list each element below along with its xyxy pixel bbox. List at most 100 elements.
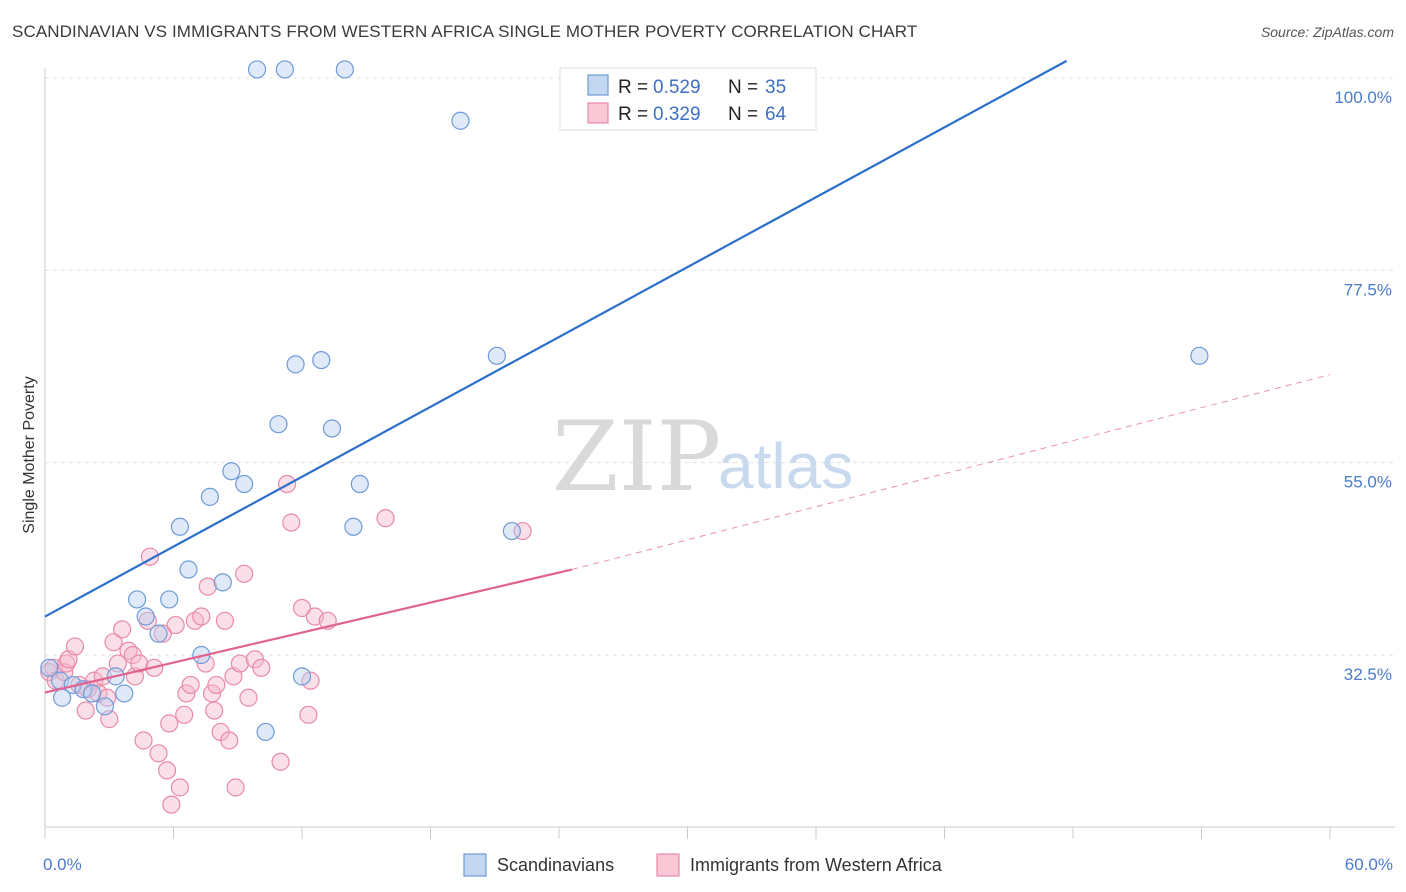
scandinavians-point-5	[83, 684, 102, 703]
immigrants-point-53	[271, 752, 290, 771]
immigrants-point-35	[181, 675, 200, 695]
immigrants-point-41	[205, 701, 224, 720]
scandinavians-point-0	[40, 658, 59, 677]
immigrants-point-49	[235, 564, 254, 583]
watermark-atlas: atlas	[718, 430, 853, 502]
legend-r-label-1: R =	[618, 77, 648, 98]
scandinavians-point-20	[247, 60, 267, 79]
immigrants-point-33	[175, 705, 194, 724]
immigrants-point-30	[162, 795, 181, 814]
scandinavians-point-12	[160, 590, 179, 609]
scandinavians-point-3	[53, 688, 72, 707]
y-axis-title: Single Mother Poverty	[21, 376, 38, 533]
bottom-legend-swatch-scandinavians	[463, 853, 487, 877]
immigrants-point-34	[177, 684, 196, 703]
immigrants-point-27	[153, 624, 172, 643]
watermark: ZIP atlas	[552, 401, 853, 513]
immigrants-point-31	[166, 615, 185, 635]
immigrants-point-60	[299, 705, 318, 724]
y-tick-label-0: 32.5%	[1344, 665, 1392, 684]
immigrants-point-22	[134, 731, 153, 750]
immigrants-point-61	[376, 509, 395, 528]
axes	[44, 68, 1395, 839]
x-tick-label-1: 60.0%	[1345, 855, 1393, 874]
scandinavians-point-21	[275, 60, 294, 79]
legend-swatch-scandinavians	[587, 74, 609, 96]
immigrants-point-26	[149, 744, 168, 763]
immigrants-point-55	[282, 513, 301, 532]
scandinavians-point-6	[95, 697, 115, 716]
legend-r-label-2: R =	[618, 104, 648, 125]
immigrants-point-45	[220, 731, 239, 750]
immigrants-point-39	[198, 577, 217, 596]
legend-r-value-2: 0.329	[653, 104, 701, 125]
legend-n-label-1: N =	[728, 77, 758, 98]
scandinavians-point-8	[115, 684, 134, 703]
bottom-legend: Scandinavians Immigrants from Western Af…	[463, 853, 943, 877]
scandinavians-point-23	[269, 415, 288, 434]
legend-n-value-2: 64	[765, 104, 787, 125]
legend-box: R = 0.529 N = 35 R = 0.329 N = 64	[559, 67, 817, 131]
scandinavians-point-22	[256, 722, 275, 742]
immigrants-point-21	[130, 654, 149, 673]
scandinavians-point-18	[222, 462, 241, 481]
scandinavians-point-14	[179, 560, 198, 579]
immigrants-point-57	[301, 671, 320, 690]
immigrants-point-47	[226, 778, 245, 797]
y-tick-label-3: 100.0%	[1334, 88, 1392, 107]
scandinavians-point-27	[322, 419, 342, 438]
scandinavians-point-9	[127, 590, 147, 609]
immigrants-point-50	[239, 688, 258, 707]
scandinavians-point-34	[1190, 346, 1209, 365]
scandinavians-point-24	[286, 355, 305, 374]
scandinavians-point-26	[312, 350, 331, 370]
chart-title: SCANDINAVIAN VS IMMIGRANTS FROM WESTERN …	[12, 22, 918, 41]
bottom-legend-label-immigrants: Immigrants from Western Africa	[690, 855, 943, 875]
bottom-legend-swatch-immigrants	[656, 853, 680, 877]
immigrants-point-42	[207, 675, 226, 695]
immigrants-point-52	[252, 658, 271, 677]
scandinavians-point-19	[235, 474, 254, 494]
y-tick-label-1: 55.0%	[1344, 473, 1392, 492]
scandinavians-point-25	[292, 667, 312, 686]
scandinavians-point-16	[200, 487, 220, 506]
trendline-immigrants	[44, 568, 573, 694]
y-tick-label-2: 77.5%	[1344, 280, 1392, 299]
series-scandinavians-points	[40, 60, 1209, 742]
legend-swatch-immigrants	[587, 102, 609, 124]
x-tick-label-0: 0.0%	[43, 855, 82, 874]
scandinavians-point-28	[344, 517, 363, 536]
watermark-zip: ZIP	[552, 401, 721, 513]
scandinavians-point-17	[213, 573, 232, 592]
scandinavians-point-13	[170, 517, 190, 536]
trendlines	[44, 59, 1331, 694]
trendline-scandinavians	[44, 59, 1068, 618]
scandinavians-point-32	[487, 346, 506, 365]
immigrants-point-28	[157, 761, 177, 780]
scandinavians-point-11	[149, 624, 168, 643]
immigrants-point-29	[160, 714, 179, 733]
legend-n-label-2: N =	[728, 104, 758, 125]
legend-n-value-1: 35	[765, 77, 786, 98]
scandinavians-point-29	[350, 474, 369, 494]
immigrants-point-48	[230, 654, 249, 673]
scandinavians-point-30	[335, 60, 354, 79]
scandinavians-point-33	[502, 521, 521, 541]
scandinavians-point-31	[451, 111, 470, 130]
immigrants-point-8	[76, 701, 95, 720]
immigrants-point-37	[192, 607, 211, 626]
immigrants-point-6	[65, 637, 85, 656]
chart-source: Source: ZipAtlas.com	[1260, 24, 1394, 40]
immigrants-point-56	[292, 598, 312, 618]
immigrants-point-32	[170, 778, 190, 797]
immigrants-point-62	[513, 521, 532, 541]
series-immigrants-points	[40, 474, 532, 814]
trendline-immigrants-extension	[571, 374, 1331, 571]
immigrants-point-17	[112, 620, 132, 639]
x-tick-labels: 0.0% 60.0%	[43, 855, 1393, 874]
y-tick-labels: 32.5% 55.0% 77.5% 100.0%	[1334, 88, 1392, 684]
immigrants-point-15	[104, 633, 123, 652]
bottom-legend-label-scandinavians: Scandinavians	[497, 855, 614, 875]
scandinavians-point-10	[136, 607, 155, 626]
